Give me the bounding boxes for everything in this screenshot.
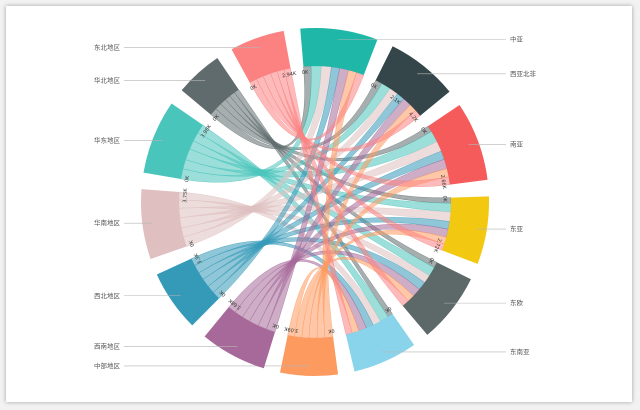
- tick-label: 0K: [184, 175, 191, 183]
- tick-label: 0K: [419, 126, 428, 135]
- node-arc[interactable]: [204, 307, 276, 369]
- node-label: 东北地区: [94, 42, 121, 51]
- node-arc[interactable]: [156, 258, 220, 326]
- tick-label: 3.09K: [283, 325, 299, 334]
- tick-label: 2.94K: [282, 71, 298, 80]
- node-label: 西北地区: [94, 291, 121, 300]
- node-arc[interactable]: [427, 105, 488, 185]
- node-arc[interactable]: [375, 46, 450, 116]
- node-label: 华北地区: [94, 75, 121, 84]
- node-label: 华东地区: [94, 135, 121, 144]
- tick-label: 0K: [327, 327, 335, 334]
- chart-frame: 0K 中亚 0K 2.1K 4.2K 西亚北非 0K 2.66K 南亚 0K 2.72K 东亚 0K 东欧…: [6, 6, 632, 402]
- node-arc[interactable]: [280, 335, 339, 376]
- tick-label: 0K: [212, 113, 221, 122]
- node-arc[interactable]: [231, 30, 291, 83]
- node-label: 西南地区: [94, 341, 121, 350]
- tick-label: 0K: [441, 196, 447, 203]
- node-label: 华南地区: [94, 218, 121, 227]
- node-label: 南亚: [510, 139, 524, 148]
- node-label: 西亚北非: [510, 69, 537, 78]
- tick-label: 3.3K: [193, 251, 204, 264]
- tick-label: 0K: [426, 256, 435, 265]
- node-label: 中亚: [510, 35, 524, 44]
- tick-label: 0K: [271, 321, 280, 329]
- tick-label: 2.66K: [439, 174, 447, 190]
- ribbons: [178, 65, 452, 339]
- node-label: 东欧: [510, 298, 524, 307]
- tick-label: 0K: [218, 288, 227, 297]
- tick-label: 0K: [302, 70, 310, 77]
- node-label: 东南亚: [510, 347, 530, 356]
- tick-label: 0K: [249, 83, 258, 92]
- tick-label: 3.75K: [182, 188, 189, 203]
- tick-label: 0K: [188, 239, 196, 248]
- node-label: 中部地区: [94, 361, 121, 370]
- node-arc[interactable]: [345, 313, 415, 372]
- tick-label: 2.72K: [432, 237, 443, 253]
- node-arc[interactable]: [141, 189, 187, 259]
- node-arc[interactable]: [181, 58, 239, 115]
- tick-label: 0K: [383, 305, 392, 314]
- node-label: 东亚: [510, 224, 524, 233]
- chord-chart: 0K中亚0K2.1K4.2K西亚北非0K2.66K南亚0K2.72K东亚0K东欧…: [94, 28, 537, 376]
- node-arc[interactable]: [402, 262, 471, 335]
- node-arc[interactable]: [143, 103, 203, 180]
- tick-label: 0K: [370, 82, 379, 91]
- node-arc[interactable]: [442, 196, 490, 264]
